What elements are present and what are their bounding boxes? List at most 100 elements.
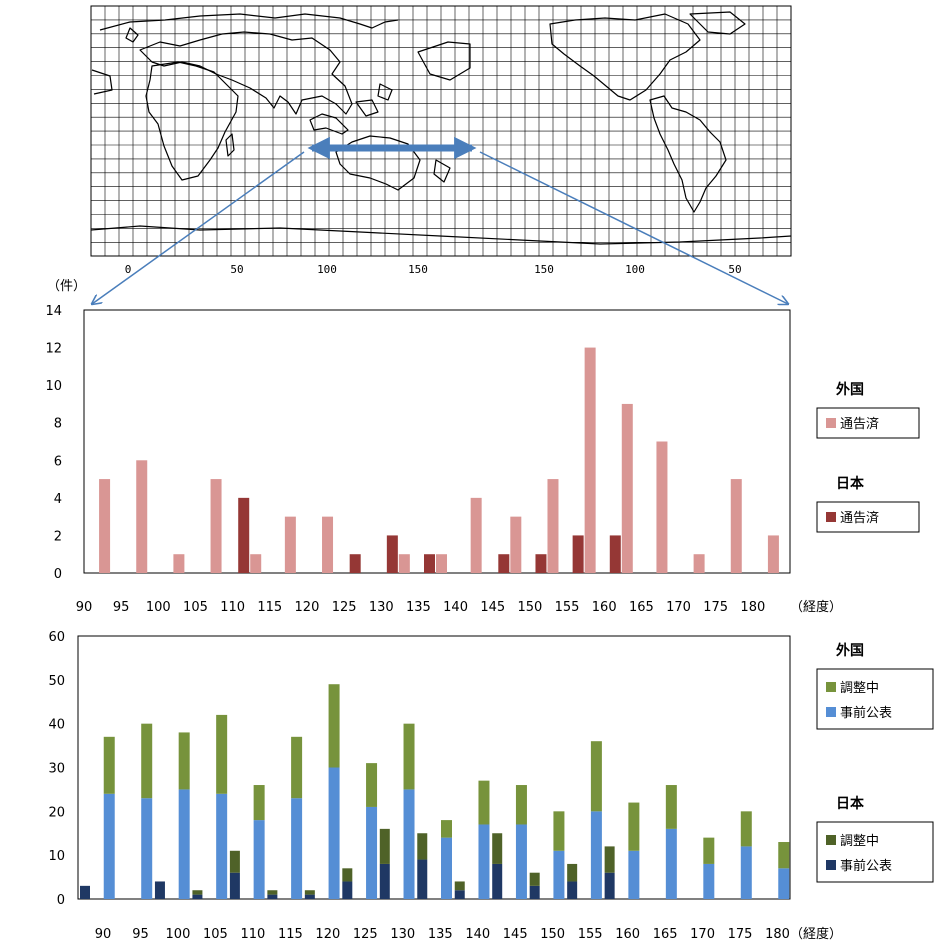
bar-segment — [441, 837, 452, 899]
bar-segment — [403, 723, 415, 790]
bar-segment — [141, 723, 153, 799]
x-tick-label: 120 — [315, 927, 340, 942]
bar-segment — [740, 811, 752, 847]
bar-segment — [178, 732, 190, 790]
bar-segment — [229, 850, 240, 873]
bar — [136, 460, 148, 573]
bar-segment — [379, 828, 390, 864]
bar — [547, 479, 559, 573]
y-tick-label: 6 — [54, 454, 62, 469]
bar — [621, 403, 633, 573]
y-tick-label: 14 — [45, 304, 62, 319]
bar-segment — [478, 824, 490, 899]
x-tick-label: 180 — [765, 927, 790, 942]
legend-label: 通告済 — [840, 510, 879, 526]
bar-segment — [529, 872, 540, 886]
x-axis: 90 95 100 105 110 115 120 125 130 135 140 145 150 155… — [76, 600, 766, 615]
chart-coordination: 0 10 20 30 40 50 60 90 95 100 105 110 115 120 125 130 1… — [48, 630, 934, 942]
x-tick-label: 95 — [132, 927, 149, 942]
legend-heading: 外国 — [836, 381, 864, 398]
bar — [250, 554, 262, 573]
x-tick-label: 100 — [146, 600, 171, 615]
bar-segment — [178, 789, 190, 899]
bar-segment — [478, 780, 490, 825]
bar-segment — [80, 885, 90, 899]
map-tick-label: 50 — [230, 263, 243, 276]
x-tick-label: 105 — [183, 600, 208, 615]
x-axis-label: （経度） — [790, 599, 842, 615]
x-tick-label: 175 — [728, 927, 753, 942]
bar-segment — [216, 714, 228, 794]
bar-segment — [590, 811, 602, 899]
x-tick-label: 155 — [555, 600, 580, 615]
legend-swatch — [826, 707, 836, 717]
y-tick-label: 40 — [48, 718, 65, 733]
x-axis: 90 95 100 105 110 115 120 125 130 135 140 145 150 155… — [95, 927, 790, 942]
x-tick-label: 160 — [615, 927, 640, 942]
bar-segment — [778, 842, 790, 869]
bar-segment — [454, 881, 465, 891]
map-tick-labels: 0 50 100 150 150 100 50 — [125, 263, 742, 276]
map-tick-label: 100 — [317, 263, 337, 276]
x-tick-label: 135 — [406, 600, 431, 615]
bar — [424, 554, 435, 573]
x-tick-label: 110 — [220, 600, 245, 615]
bar-segment — [216, 793, 228, 899]
bar-segment — [492, 863, 503, 899]
y-axis: 0 10 20 30 40 50 60 — [48, 630, 65, 908]
bar-segment — [604, 872, 615, 899]
legend-swatch — [826, 512, 836, 522]
bar — [730, 479, 742, 573]
y-tick-label: 8 — [54, 417, 62, 432]
bar-segment — [441, 820, 452, 838]
bar-segment — [553, 811, 565, 851]
range-arrows — [92, 136, 788, 304]
x-tick-label: 150 — [540, 927, 565, 942]
bar-segment — [604, 846, 615, 873]
bar — [386, 535, 398, 573]
legend-heading: 外国 — [836, 642, 864, 659]
bar-segment — [267, 894, 278, 899]
x-tick-label: 130 — [369, 600, 394, 615]
bar — [284, 516, 296, 573]
y-tick-label: 20 — [48, 805, 65, 820]
bar-segment — [192, 890, 203, 895]
bar-segment — [328, 767, 340, 899]
world-map: 0 50 100 150 150 100 50 — [90, 5, 792, 276]
bar-segment — [304, 890, 315, 895]
x-tick-label: 90 — [76, 600, 93, 615]
x-tick-label: 170 — [690, 927, 715, 942]
bar — [693, 554, 705, 573]
bar-segment — [703, 863, 715, 899]
x-tick-label: 180 — [740, 600, 765, 615]
y-tick-label: 0 — [54, 567, 62, 582]
legend-label: 通告済 — [840, 416, 879, 432]
bar-segment — [342, 881, 353, 899]
x-tick-label: 120 — [295, 600, 320, 615]
bar-segment — [229, 872, 240, 899]
x-tick-label: 150 — [517, 600, 542, 615]
bar-segment — [628, 802, 640, 851]
legend-box — [816, 821, 934, 883]
bar-segment — [515, 785, 527, 825]
x-tick-label: 165 — [653, 927, 678, 942]
x-tick-label: 145 — [480, 600, 505, 615]
bar — [767, 535, 779, 573]
bar — [470, 497, 482, 573]
bar-segment — [703, 837, 715, 864]
bar — [210, 479, 222, 573]
bar — [349, 554, 361, 573]
map-tick-label: 50 — [728, 263, 741, 276]
bar-segment — [192, 894, 203, 899]
bar-segment — [379, 863, 390, 899]
bar-segment — [417, 833, 428, 860]
x-tick-label: 125 — [332, 600, 357, 615]
bar — [510, 516, 522, 573]
legend-label: 事前公表 — [840, 858, 892, 874]
bar-segment — [304, 894, 315, 899]
bar-segment — [103, 736, 115, 794]
bar-segment — [253, 785, 265, 821]
legend-heading: 日本 — [836, 475, 865, 492]
legend-swatch — [826, 860, 836, 870]
